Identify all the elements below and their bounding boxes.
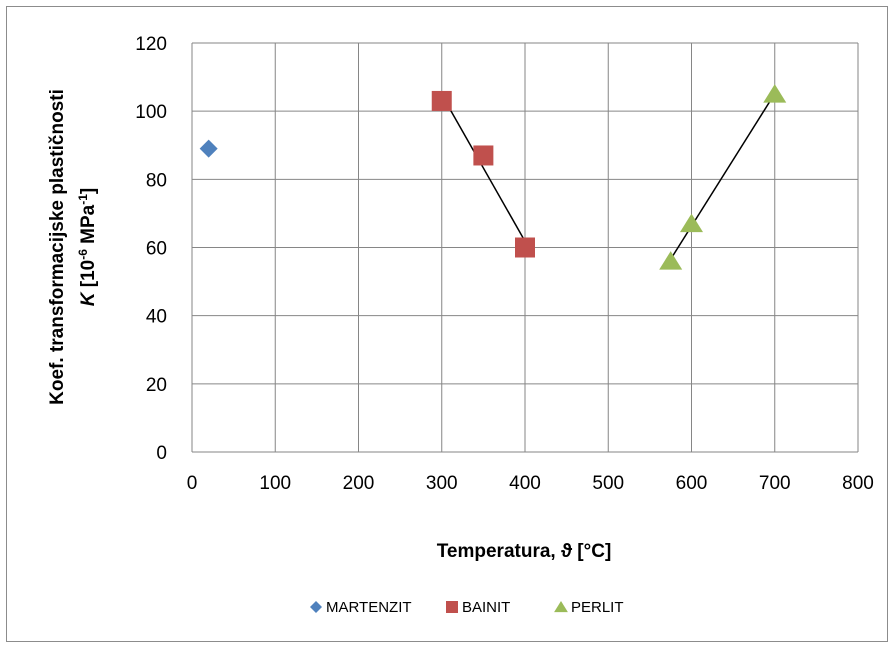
legend-marker-perlit bbox=[554, 601, 568, 613]
x-tick-label: 700 bbox=[759, 473, 791, 494]
y-axis-exp-b: -1 bbox=[76, 194, 90, 205]
trendline-bainit bbox=[441, 94, 526, 242]
chart-frame bbox=[6, 6, 888, 642]
data-point-bainit bbox=[515, 237, 535, 258]
data-point-perlit bbox=[680, 213, 703, 233]
y-tick-label: 80 bbox=[146, 170, 167, 191]
y-axis-title-line1: Koef. transformacijske plastičnosti bbox=[47, 89, 68, 405]
x-axis-title: Temperatura, ϑ [°C] bbox=[437, 541, 612, 562]
legend-label-martenzit: MARTENZIT bbox=[326, 599, 412, 616]
x-tick-label: 500 bbox=[592, 473, 624, 494]
y-tick-label: 0 bbox=[156, 443, 167, 464]
data-point-bainit bbox=[473, 145, 494, 166]
x-tick-label: 100 bbox=[259, 473, 291, 494]
x-tick-label: 0 bbox=[187, 473, 198, 494]
y-axis-exp-a: -6 bbox=[76, 249, 90, 260]
y-axis-units-a: [10 bbox=[78, 260, 99, 293]
legend: MARTENZIT BAINIT PERLIT bbox=[310, 599, 624, 616]
x-tick-label: 800 bbox=[842, 473, 874, 494]
y-tick-label: 40 bbox=[146, 307, 167, 328]
y-tick-label: 60 bbox=[146, 239, 167, 260]
y-tick-label: 20 bbox=[146, 375, 167, 396]
y-axis-symbol: K bbox=[78, 291, 99, 306]
data-point-martenzit bbox=[199, 139, 218, 158]
trendline-perlit bbox=[670, 93, 776, 260]
x-tick-label: 300 bbox=[426, 473, 458, 494]
data-markers bbox=[199, 84, 787, 270]
legend-label-perlit: PERLIT bbox=[571, 599, 624, 616]
y-tick-label: 120 bbox=[135, 34, 167, 55]
y-tick-label: 100 bbox=[135, 102, 167, 123]
data-point-bainit bbox=[431, 90, 452, 111]
tick-labels: 0 100 200 300 400 500 600 700 800 0 20 40 60 80 100 120 bbox=[135, 34, 874, 494]
x-tick-label: 600 bbox=[676, 473, 708, 494]
y-axis-title-line2: K [10-6 MPa-1] bbox=[76, 188, 99, 307]
data-point-perlit bbox=[763, 84, 787, 103]
y-axis-units-b: MPa bbox=[78, 204, 99, 249]
legend-marker-martenzit bbox=[310, 601, 322, 613]
grid-lines bbox=[191, 42, 859, 453]
legend-marker-bainit bbox=[446, 601, 458, 613]
legend-label-bainit: BAINIT bbox=[462, 599, 510, 616]
x-tick-label: 200 bbox=[343, 473, 375, 494]
data-point-perlit bbox=[659, 251, 683, 270]
y-axis-units-c: ] bbox=[78, 188, 99, 194]
x-tick-label: 400 bbox=[509, 473, 541, 494]
